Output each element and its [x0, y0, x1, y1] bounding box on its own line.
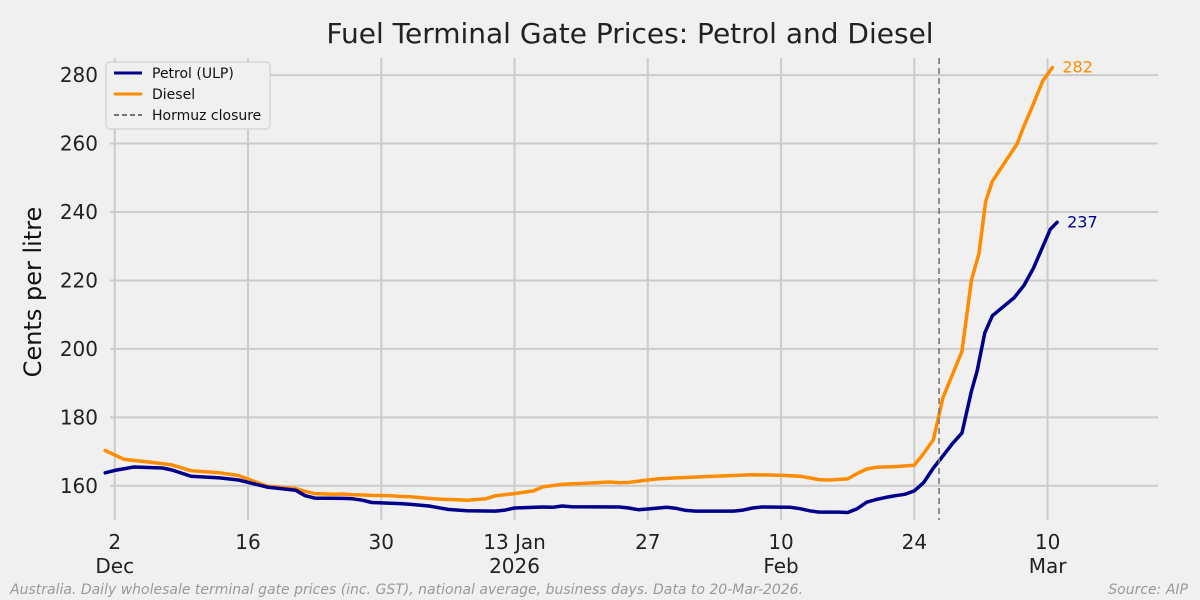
y-tick-label: 240: [60, 200, 98, 224]
legend-label-hormuz: Hormuz closure: [152, 108, 261, 124]
y-tick-label: 200: [60, 337, 98, 361]
x-tick-label: 30: [369, 530, 394, 554]
y-tick-label: 160: [60, 474, 98, 498]
y-tick-label: 260: [60, 132, 98, 156]
y-tick-label: 220: [60, 268, 98, 292]
x-tick-sublabel: Mar: [1029, 554, 1068, 578]
x-tick-label: 24: [902, 530, 927, 554]
x-tick-label: 10: [1035, 530, 1060, 554]
x-tick-label: 27: [635, 530, 660, 554]
x-tick-label: 2: [108, 530, 121, 554]
x-tick-sublabel: Feb: [763, 554, 798, 578]
series-layer: [103, 65, 1059, 515]
x-tick-sublabel: Dec: [95, 554, 134, 578]
legend: Petrol (ULP) Diesel Hormuz closure: [105, 61, 271, 130]
legend-label-petrol: Petrol (ULP): [152, 66, 234, 82]
y-axis-label: Cents per litre: [19, 207, 47, 378]
series-line-diesel: [103, 65, 1055, 502]
y-tick-label: 280: [60, 63, 98, 87]
y-tick-labels: 160 180 200 220 240 260 280: [60, 63, 98, 498]
end-labels: 282 237: [1062, 58, 1097, 232]
end-label-petrol: 237: [1067, 212, 1098, 231]
legend-box: [105, 61, 271, 130]
x-tick-label: 16: [235, 530, 260, 554]
series-line-petrol: [103, 220, 1059, 515]
footnote: Australia. Daily wholesale terminal gate…: [9, 582, 803, 598]
end-label-diesel: 282: [1062, 58, 1093, 77]
x-tick-label: 13 Jan: [483, 530, 546, 554]
y-tick-label: 180: [60, 405, 98, 429]
grid-layer: [110, 58, 1158, 520]
chart-title: Fuel Terminal Gate Prices: Petrol and Di…: [326, 17, 933, 50]
x-tick-sublabel: 2026: [489, 554, 540, 578]
source-note: Source: AIP: [1108, 582, 1188, 598]
x-tick-label: 10: [768, 530, 793, 554]
legend-label-diesel: Diesel: [152, 87, 195, 103]
